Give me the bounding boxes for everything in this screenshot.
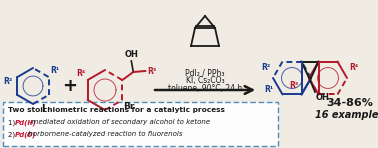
Text: R³: R³	[147, 66, 156, 75]
Text: R¹: R¹	[51, 66, 60, 75]
FancyArrowPatch shape	[155, 86, 253, 94]
Text: R³: R³	[289, 81, 298, 90]
Text: Pd(II): Pd(II)	[15, 119, 37, 126]
Text: 16 examples: 16 examples	[315, 110, 378, 120]
Text: Two stoichiometric reactions for a catalytic process: Two stoichiometric reactions for a catal…	[8, 107, 225, 113]
Text: toluene, 90°C, 24 h: toluene, 90°C, 24 h	[168, 84, 242, 93]
Text: R²: R²	[262, 63, 271, 72]
Text: Br: Br	[123, 102, 135, 111]
Text: PdI₂ / PPh₃: PdI₂ / PPh₃	[185, 68, 225, 77]
Text: 2): 2)	[8, 131, 17, 137]
Text: R²: R²	[3, 78, 12, 86]
Text: 34-86%: 34-86%	[327, 98, 373, 108]
Text: KI, Cs₂CO₃: KI, Cs₂CO₃	[186, 76, 224, 85]
Text: I: I	[41, 104, 45, 114]
Text: R⁴: R⁴	[349, 63, 358, 72]
Text: R⁴: R⁴	[76, 69, 86, 78]
Text: OH: OH	[124, 50, 138, 59]
Text: 1): 1)	[8, 119, 17, 126]
Text: /norbornene-catalyzed reaction to fluorenols: /norbornene-catalyzed reaction to fluore…	[27, 131, 183, 137]
Text: +: +	[62, 77, 77, 95]
Text: Pd(0): Pd(0)	[15, 131, 37, 137]
Text: R¹: R¹	[264, 86, 274, 95]
FancyBboxPatch shape	[3, 102, 278, 146]
Text: -mediated oxidation of secondary alcohol to ketone: -mediated oxidation of secondary alcohol…	[29, 119, 210, 125]
Text: OH: OH	[316, 93, 330, 102]
